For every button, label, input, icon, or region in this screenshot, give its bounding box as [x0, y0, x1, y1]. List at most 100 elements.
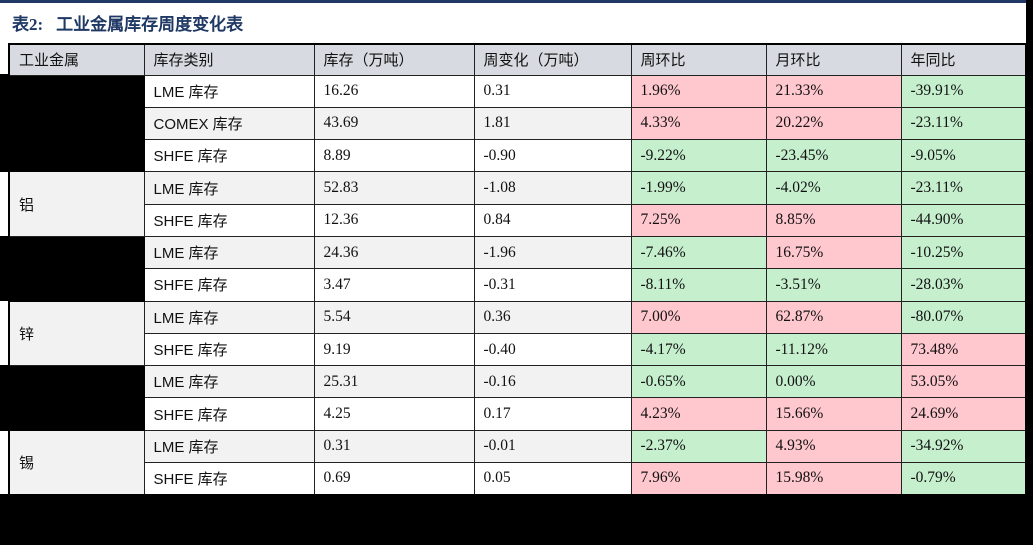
- mom-cell: -3.51%: [765, 268, 902, 302]
- table-title: 表2: 工业金属库存周度变化表: [12, 10, 243, 35]
- mom-cell: 8.85%: [765, 203, 902, 237]
- title-rule: [0, 0, 1026, 3]
- inventory-cell: 0.31: [313, 429, 475, 464]
- inventory-cell: 52.83: [313, 171, 475, 205]
- wow-cell: 7.00%: [630, 300, 767, 334]
- wow-cell: -8.11%: [630, 268, 767, 302]
- category-cell: SHFE 库存: [143, 397, 315, 431]
- table-row: LME 库存 16.26 0.31 1.96% 21.33% -39.91%: [8, 74, 1027, 173]
- week-change-cell: 1.81: [473, 106, 632, 141]
- col-header-metal: 工业金属: [8, 43, 145, 76]
- metal-cell: 锡: [8, 429, 145, 496]
- week-change-cell: 0.36: [473, 300, 632, 334]
- inventory-cell: 24.36: [313, 235, 475, 270]
- category-cell: LME 库存: [143, 235, 315, 270]
- mom-cell: 4.93%: [765, 429, 902, 464]
- inventory-cell: 3.47: [313, 268, 475, 302]
- wow-cell: 4.33%: [630, 106, 767, 141]
- inventory-cell: 25.31: [313, 365, 475, 399]
- wow-cell: -1.99%: [630, 171, 767, 205]
- table-body: LME 库存 16.26 0.31 1.96% 21.33% -39.91% COMEX 库…: [8, 74, 1027, 496]
- wow-cell: 1.96%: [630, 74, 767, 108]
- category-cell: LME 库存: [143, 300, 315, 334]
- yoy-cell: -44.90%: [900, 203, 1027, 237]
- inventory-cell: 5.54: [313, 300, 475, 334]
- week-change-cell: -0.01: [473, 429, 632, 464]
- mom-cell: 20.22%: [765, 106, 902, 141]
- yoy-cell: 53.05%: [900, 365, 1027, 399]
- col-header-inventory: 库存（万吨）: [313, 43, 475, 76]
- inventory-cell: 12.36: [313, 203, 475, 237]
- wow-cell: -2.37%: [630, 429, 767, 464]
- category-cell: LME 库存: [143, 171, 315, 205]
- table-row: SHFE 库存 3.47 -0.31 -8.11% -3.51% -28.03%: [9, 268, 1027, 302]
- metal-cell-redacted: [8, 365, 145, 431]
- wow-cell: 7.96%: [630, 462, 767, 496]
- inventory-cell: 8.89: [313, 139, 475, 173]
- col-header-mom: 月环比: [765, 43, 902, 76]
- table-title-text: 工业金属库存周度变化表: [56, 15, 244, 34]
- yoy-cell: -23.11%: [900, 106, 1027, 141]
- table-row: SHFE 库存 0.69 0.05 7.96% 15.98% -0.79%: [9, 462, 1027, 496]
- week-change-cell: -1.96: [473, 235, 632, 270]
- col-header-category: 库存类别: [143, 43, 315, 76]
- redaction-strip: [0, 365, 10, 431]
- yoy-cell: -0.79%: [900, 462, 1027, 496]
- week-change-cell: 0.31: [473, 74, 632, 108]
- inventory-cell: 0.69: [313, 462, 475, 496]
- inventory-cell: 43.69: [313, 106, 475, 141]
- category-cell: SHFE 库存: [143, 139, 315, 173]
- category-cell: LME 库存: [143, 429, 315, 464]
- col-header-wow: 周环比: [630, 43, 767, 76]
- yoy-cell: -28.03%: [900, 268, 1027, 302]
- category-cell: SHFE 库存: [143, 332, 315, 367]
- table-row: SHFE 库存 4.25 0.17 4.23% 15.66% 24.69%: [9, 397, 1027, 431]
- inventory-table: 工业金属 库存类别 库存（万吨） 周变化（万吨） 周环比 月环比 年同比 LME…: [8, 43, 1027, 496]
- category-cell: SHFE 库存: [143, 462, 315, 496]
- report-page: 表2: 工业金属库存周度变化表 工业金属 库存类别 库存（万吨） 周变化（万吨） …: [0, 0, 1027, 496]
- mom-cell: 15.66%: [765, 397, 902, 431]
- yoy-cell: -34.92%: [900, 429, 1027, 464]
- table-row: SHFE 库存 12.36 0.84 7.25% 8.85% -44.90%: [9, 203, 1027, 237]
- yoy-cell: 73.48%: [900, 332, 1027, 367]
- header-row: 工业金属 库存类别 库存（万吨） 周变化（万吨） 周环比 月环比 年同比: [8, 43, 1027, 76]
- wow-cell: -0.65%: [630, 365, 767, 399]
- table-row: LME 库存 24.36 -1.96 -7.46% 16.75% -10.25%: [8, 235, 1027, 302]
- week-change-cell: -0.31: [473, 268, 632, 302]
- wow-cell: -9.22%: [630, 139, 767, 173]
- redaction-strip: [0, 74, 10, 172]
- mom-cell: 21.33%: [765, 74, 902, 108]
- mom-cell: 62.87%: [765, 300, 902, 334]
- yoy-cell: -10.25%: [900, 235, 1027, 270]
- week-change-cell: 0.05: [473, 462, 632, 496]
- metal-cell: 铝: [8, 171, 145, 237]
- mom-cell: 0.00%: [765, 365, 902, 399]
- redaction-strip: [0, 236, 10, 301]
- metal-cell-redacted: [8, 235, 145, 302]
- mom-cell: 15.98%: [765, 462, 902, 496]
- wow-cell: 4.23%: [630, 397, 767, 431]
- yoy-cell: -9.05%: [900, 139, 1027, 173]
- category-cell: SHFE 库存: [143, 203, 315, 237]
- yoy-cell: 24.69%: [900, 397, 1027, 431]
- week-change-cell: -1.08: [473, 171, 632, 205]
- inventory-cell: 9.19: [313, 332, 475, 367]
- yoy-cell: -39.91%: [900, 74, 1027, 108]
- metal-cell-redacted: [8, 74, 145, 173]
- table-row: LME 库存 25.31 -0.16 -0.65% 0.00% 53.05%: [8, 365, 1027, 431]
- table-row: 铝 LME 库存 52.83 -1.08 -1.99% -4.02% -23.11%: [8, 171, 1027, 237]
- yoy-cell: -80.07%: [900, 300, 1027, 334]
- category-cell: LME 库存: [143, 365, 315, 399]
- category-cell: COMEX 库存: [143, 106, 315, 141]
- table-row: SHFE 库存 8.89 -0.90 -9.22% -23.45% -9.05%: [9, 139, 1027, 173]
- week-change-cell: -0.40: [473, 332, 632, 367]
- mom-cell: -11.12%: [765, 332, 902, 367]
- metal-cell: 锌: [8, 300, 145, 367]
- mom-cell: -23.45%: [765, 139, 902, 173]
- category-cell: LME 库存: [143, 74, 315, 108]
- inventory-cell: 4.25: [313, 397, 475, 431]
- category-cell: SHFE 库存: [143, 268, 315, 302]
- wow-cell: -4.17%: [630, 332, 767, 367]
- table-row: 锡 LME 库存 0.31 -0.01 -2.37% 4.93% -34.92%: [8, 429, 1027, 496]
- week-change-cell: -0.90: [473, 139, 632, 173]
